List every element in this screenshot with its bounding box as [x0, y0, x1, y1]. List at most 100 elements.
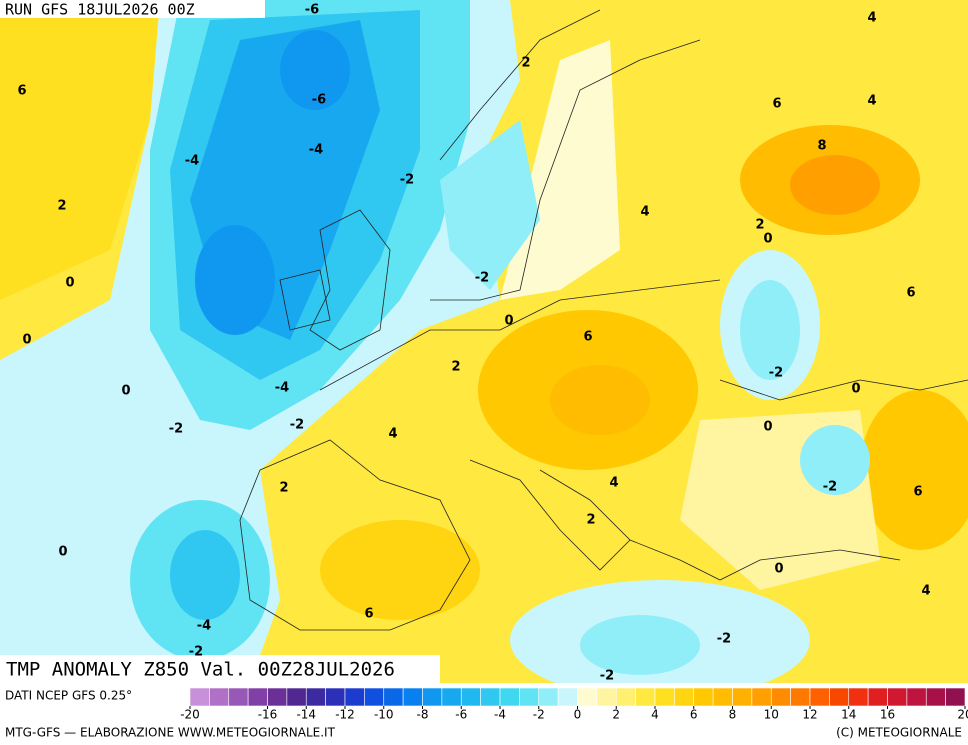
contour-label: 6 — [906, 286, 915, 301]
contour-label: -4 — [309, 143, 323, 158]
contour-label: 4 — [609, 476, 618, 491]
contour-label: -2 — [600, 669, 614, 684]
color-swatch — [305, 687, 326, 707]
contour-label: 2 — [279, 481, 288, 496]
scale-label: -6 — [455, 708, 467, 722]
contour-label: 4 — [640, 205, 649, 220]
map-background — [0, 0, 968, 700]
color-swatch — [267, 687, 288, 707]
color-swatch — [422, 687, 443, 707]
color-swatch — [538, 687, 559, 707]
scale-label: 14 — [841, 708, 856, 722]
color-swatch — [247, 687, 268, 707]
contour-label: 0 — [763, 232, 772, 247]
contour-label: 6 — [17, 84, 26, 99]
color-swatch — [441, 687, 462, 707]
scale-label: -10 — [374, 708, 394, 722]
color-swatch — [887, 687, 908, 707]
color-swatch — [364, 687, 385, 707]
contour-label: -2 — [823, 480, 837, 495]
contour-label: -2 — [769, 366, 783, 381]
color-swatch — [945, 687, 966, 707]
color-swatch — [867, 687, 888, 707]
scale-label: -20 — [180, 708, 200, 722]
color-swatch — [635, 687, 656, 707]
scale-label: -14 — [296, 708, 316, 722]
color-swatch — [751, 687, 772, 707]
copyright: (C) METEOGIORNALE — [836, 726, 962, 740]
scale-label: 0 — [574, 708, 582, 722]
contour-label: 4 — [921, 584, 930, 599]
contour-label: 2 — [57, 199, 66, 214]
data-source: DATI NCEP GFS 0.25° — [5, 689, 132, 703]
color-swatch — [189, 687, 210, 707]
contour-label: -2 — [169, 422, 183, 437]
scale-label: 10 — [764, 708, 779, 722]
contour-label: -2 — [400, 173, 414, 188]
color-swatch — [925, 687, 946, 707]
scale-label: 6 — [690, 708, 698, 722]
coastlines — [239, 9, 968, 631]
color-swatch — [770, 687, 791, 707]
contour-label: -2 — [290, 418, 304, 433]
contour-label: 8 — [817, 139, 826, 154]
contour-label: 2 — [755, 218, 764, 233]
contour-label: 0 — [774, 562, 783, 577]
color-swatch — [480, 687, 501, 707]
contour-label: -4 — [185, 154, 199, 169]
color-swatch — [674, 687, 695, 707]
color-swatch — [402, 687, 423, 707]
contour-label: 6 — [913, 485, 922, 500]
color-swatch — [383, 687, 404, 707]
color-swatch — [809, 687, 830, 707]
color-swatch — [906, 687, 927, 707]
contour-label: 0 — [851, 382, 860, 397]
contour-label: 6 — [364, 607, 373, 622]
scale-label: -12 — [335, 708, 355, 722]
contour-label: 0 — [58, 545, 67, 560]
contour-label: 0 — [22, 333, 31, 348]
run-header: RUN GFS 18JUL2026 00Z — [5, 1, 195, 19]
color-swatch — [848, 687, 869, 707]
color-swatch — [693, 687, 714, 707]
color-swatch — [286, 687, 307, 707]
contour-label: 2 — [586, 513, 595, 528]
color-swatch — [519, 687, 540, 707]
scale-label: 8 — [729, 708, 737, 722]
color-swatch — [712, 687, 733, 707]
color-swatch — [228, 687, 249, 707]
color-swatch — [499, 687, 520, 707]
scale-label: 2 — [612, 708, 620, 722]
scale-label: -2 — [533, 708, 545, 722]
color-swatch — [654, 687, 675, 707]
scale-label: -16 — [258, 708, 278, 722]
contour-label: 4 — [388, 427, 397, 442]
color-swatch — [615, 687, 636, 707]
contour-label: 4 — [867, 11, 876, 26]
contour-label: -2 — [717, 632, 731, 647]
scale-label: 12 — [802, 708, 817, 722]
contour-label: -6 — [312, 93, 326, 108]
contour-label: 4 — [867, 94, 876, 109]
title-box — [0, 655, 440, 683]
scale-label: 4 — [651, 708, 659, 722]
color-swatch — [596, 687, 617, 707]
scale-label: 16 — [880, 708, 895, 722]
contour-label: -4 — [197, 619, 211, 634]
color-scale: -20-16-14-12-10-8-6-4-2024681012141620 — [180, 687, 968, 722]
color-swatch — [344, 687, 365, 707]
color-swatch — [829, 687, 850, 707]
contour-label: 6 — [583, 330, 592, 345]
scale-label: 20 — [957, 708, 968, 722]
contour-label: 2 — [451, 360, 460, 375]
contour-label: 0 — [504, 314, 513, 329]
map-title: TMP ANOMALY Z850 Val. 00Z28JUL2026 — [6, 659, 395, 681]
contour-label: -2 — [475, 271, 489, 286]
header-box — [0, 0, 265, 18]
contour-label: 0 — [121, 384, 130, 399]
contour-label: -2 — [189, 645, 203, 660]
footer-credit: MTG-GFS — ELABORAZIONE WWW.METEOGIORNALE… — [5, 726, 336, 740]
scale-label: -4 — [494, 708, 506, 722]
